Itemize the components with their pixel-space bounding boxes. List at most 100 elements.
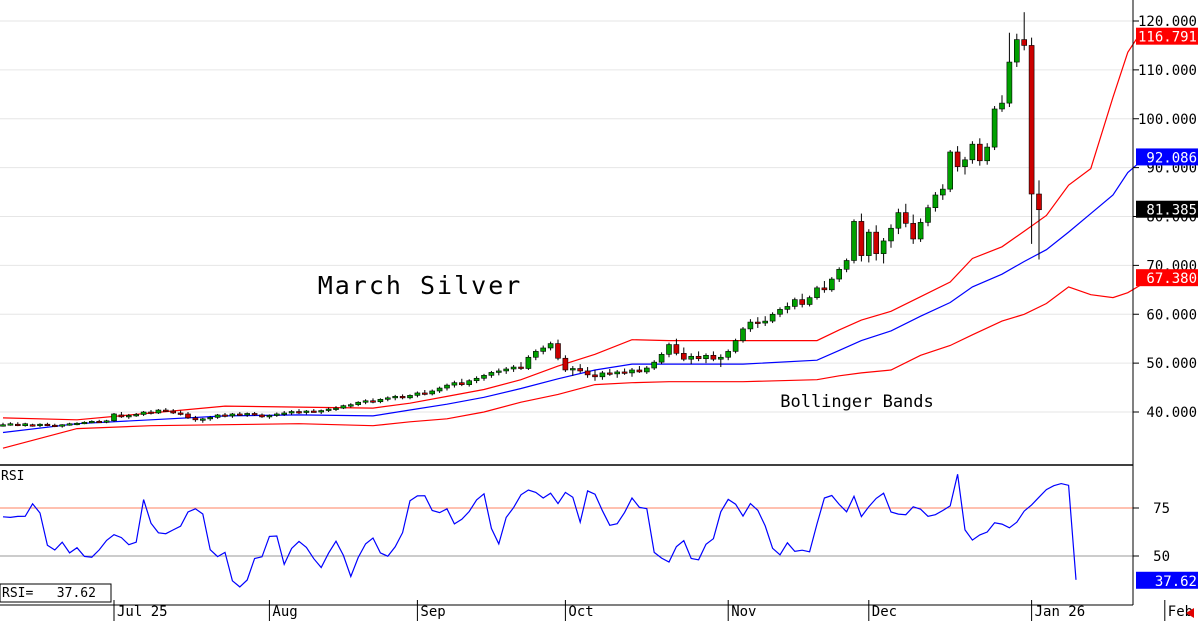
price-tick-label: 100.000	[1138, 112, 1197, 128]
time-tick-label: Jul 25	[117, 604, 168, 620]
middle-band-line	[2, 156, 1158, 434]
candle-body	[444, 384, 450, 389]
price-tag	[1136, 269, 1198, 287]
price-tick-label: 110.000	[1138, 63, 1197, 79]
candle-body	[643, 367, 650, 373]
candle-body	[843, 260, 850, 270]
candle-body	[917, 222, 924, 240]
candle-body	[614, 371, 621, 375]
candle-body	[355, 401, 362, 405]
candle-body	[1036, 193, 1042, 211]
candle-body	[473, 377, 480, 382]
candle-body	[791, 299, 798, 307]
candle-body	[29, 424, 36, 427]
candle-body	[340, 405, 347, 409]
axes: 40.00050.00060.00070.00080.00090.000100.…	[113, 14, 1198, 621]
candle-body	[621, 371, 628, 374]
candle-body	[828, 278, 835, 291]
time-tick-label: Sep	[420, 604, 445, 620]
candle-body	[140, 411, 147, 415]
candle-body	[969, 143, 976, 161]
candle-body	[399, 396, 406, 399]
price-tag-label: 116.791	[1138, 30, 1197, 46]
rsi-value-tag-label: 37.62	[1155, 574, 1197, 590]
candle-body	[288, 411, 295, 414]
candlesticks	[0, 12, 1042, 428]
candle-body	[747, 321, 754, 330]
candle-body	[732, 340, 739, 352]
candle-body	[81, 421, 88, 425]
price-tag-label: 81.385	[1146, 203, 1197, 219]
candle-body	[725, 351, 732, 358]
candle-body	[925, 207, 931, 223]
candle-body	[347, 404, 354, 407]
candle-body	[695, 355, 702, 360]
candle-body	[532, 351, 539, 358]
candle-body	[584, 370, 591, 376]
candle-body	[451, 382, 458, 386]
candle-body	[96, 420, 102, 424]
candle-body	[74, 422, 80, 426]
rsi-line	[2, 474, 1077, 588]
candle-body	[858, 221, 865, 256]
candle-body	[466, 380, 473, 385]
candle-body	[547, 343, 554, 349]
candle-body	[629, 369, 635, 374]
candle-body	[229, 413, 236, 417]
candle-body	[680, 353, 687, 360]
candle-body	[126, 415, 132, 418]
candle-body	[266, 415, 273, 418]
frame	[0, 0, 1134, 606]
rsi-readout-box	[0, 583, 112, 603]
candle-body	[222, 414, 228, 417]
candle-body	[51, 424, 58, 427]
candle-body	[710, 355, 717, 360]
candle-body	[880, 240, 887, 254]
candle-body	[133, 414, 139, 417]
candle-body	[414, 392, 421, 396]
rsi-title: RSI	[1, 469, 24, 484]
candle-body	[688, 355, 695, 360]
candle-body	[59, 424, 66, 427]
candle-body	[185, 413, 191, 419]
candle-body	[873, 231, 880, 254]
candle-body	[0, 424, 6, 427]
candle-body	[488, 372, 495, 376]
candle-body	[237, 413, 243, 416]
scroll-arrow-icon[interactable]	[1186, 608, 1194, 618]
candle-body	[518, 366, 524, 369]
candle-body	[740, 328, 746, 341]
candle-body	[296, 411, 302, 414]
candle-body	[214, 414, 221, 418]
candle-body	[429, 390, 436, 395]
candle-body	[991, 108, 998, 148]
candle-body	[910, 223, 917, 240]
candle-body	[762, 320, 769, 324]
candle-body	[37, 423, 43, 427]
candle-body	[495, 370, 502, 373]
price-tag	[1136, 27, 1198, 45]
candle-body	[888, 227, 894, 242]
price-tag-label: 67.380	[1146, 271, 1197, 287]
price-tick-label: 60.000	[1146, 307, 1197, 323]
bollinger-bands-label: Bollinger Bands	[780, 392, 934, 412]
candle-body	[163, 409, 169, 412]
chart-title: March Silver	[318, 271, 523, 300]
candle-body	[481, 375, 487, 379]
candle-body	[754, 321, 761, 324]
candle-body	[703, 355, 709, 360]
candle-body	[318, 410, 325, 413]
candle-body	[636, 369, 643, 373]
candle-body	[155, 409, 162, 414]
candle-body	[392, 396, 399, 399]
candle-body	[555, 343, 561, 359]
upper-band-line	[2, 29, 1158, 421]
bollinger-bands	[2, 29, 1158, 449]
candle-body	[421, 392, 428, 395]
candle-body	[658, 354, 665, 363]
price-tick-label: 120.000	[1138, 14, 1197, 30]
price-tick-label: 40.000	[1146, 405, 1197, 421]
candle-body	[540, 347, 547, 352]
price-tag	[1136, 148, 1198, 166]
